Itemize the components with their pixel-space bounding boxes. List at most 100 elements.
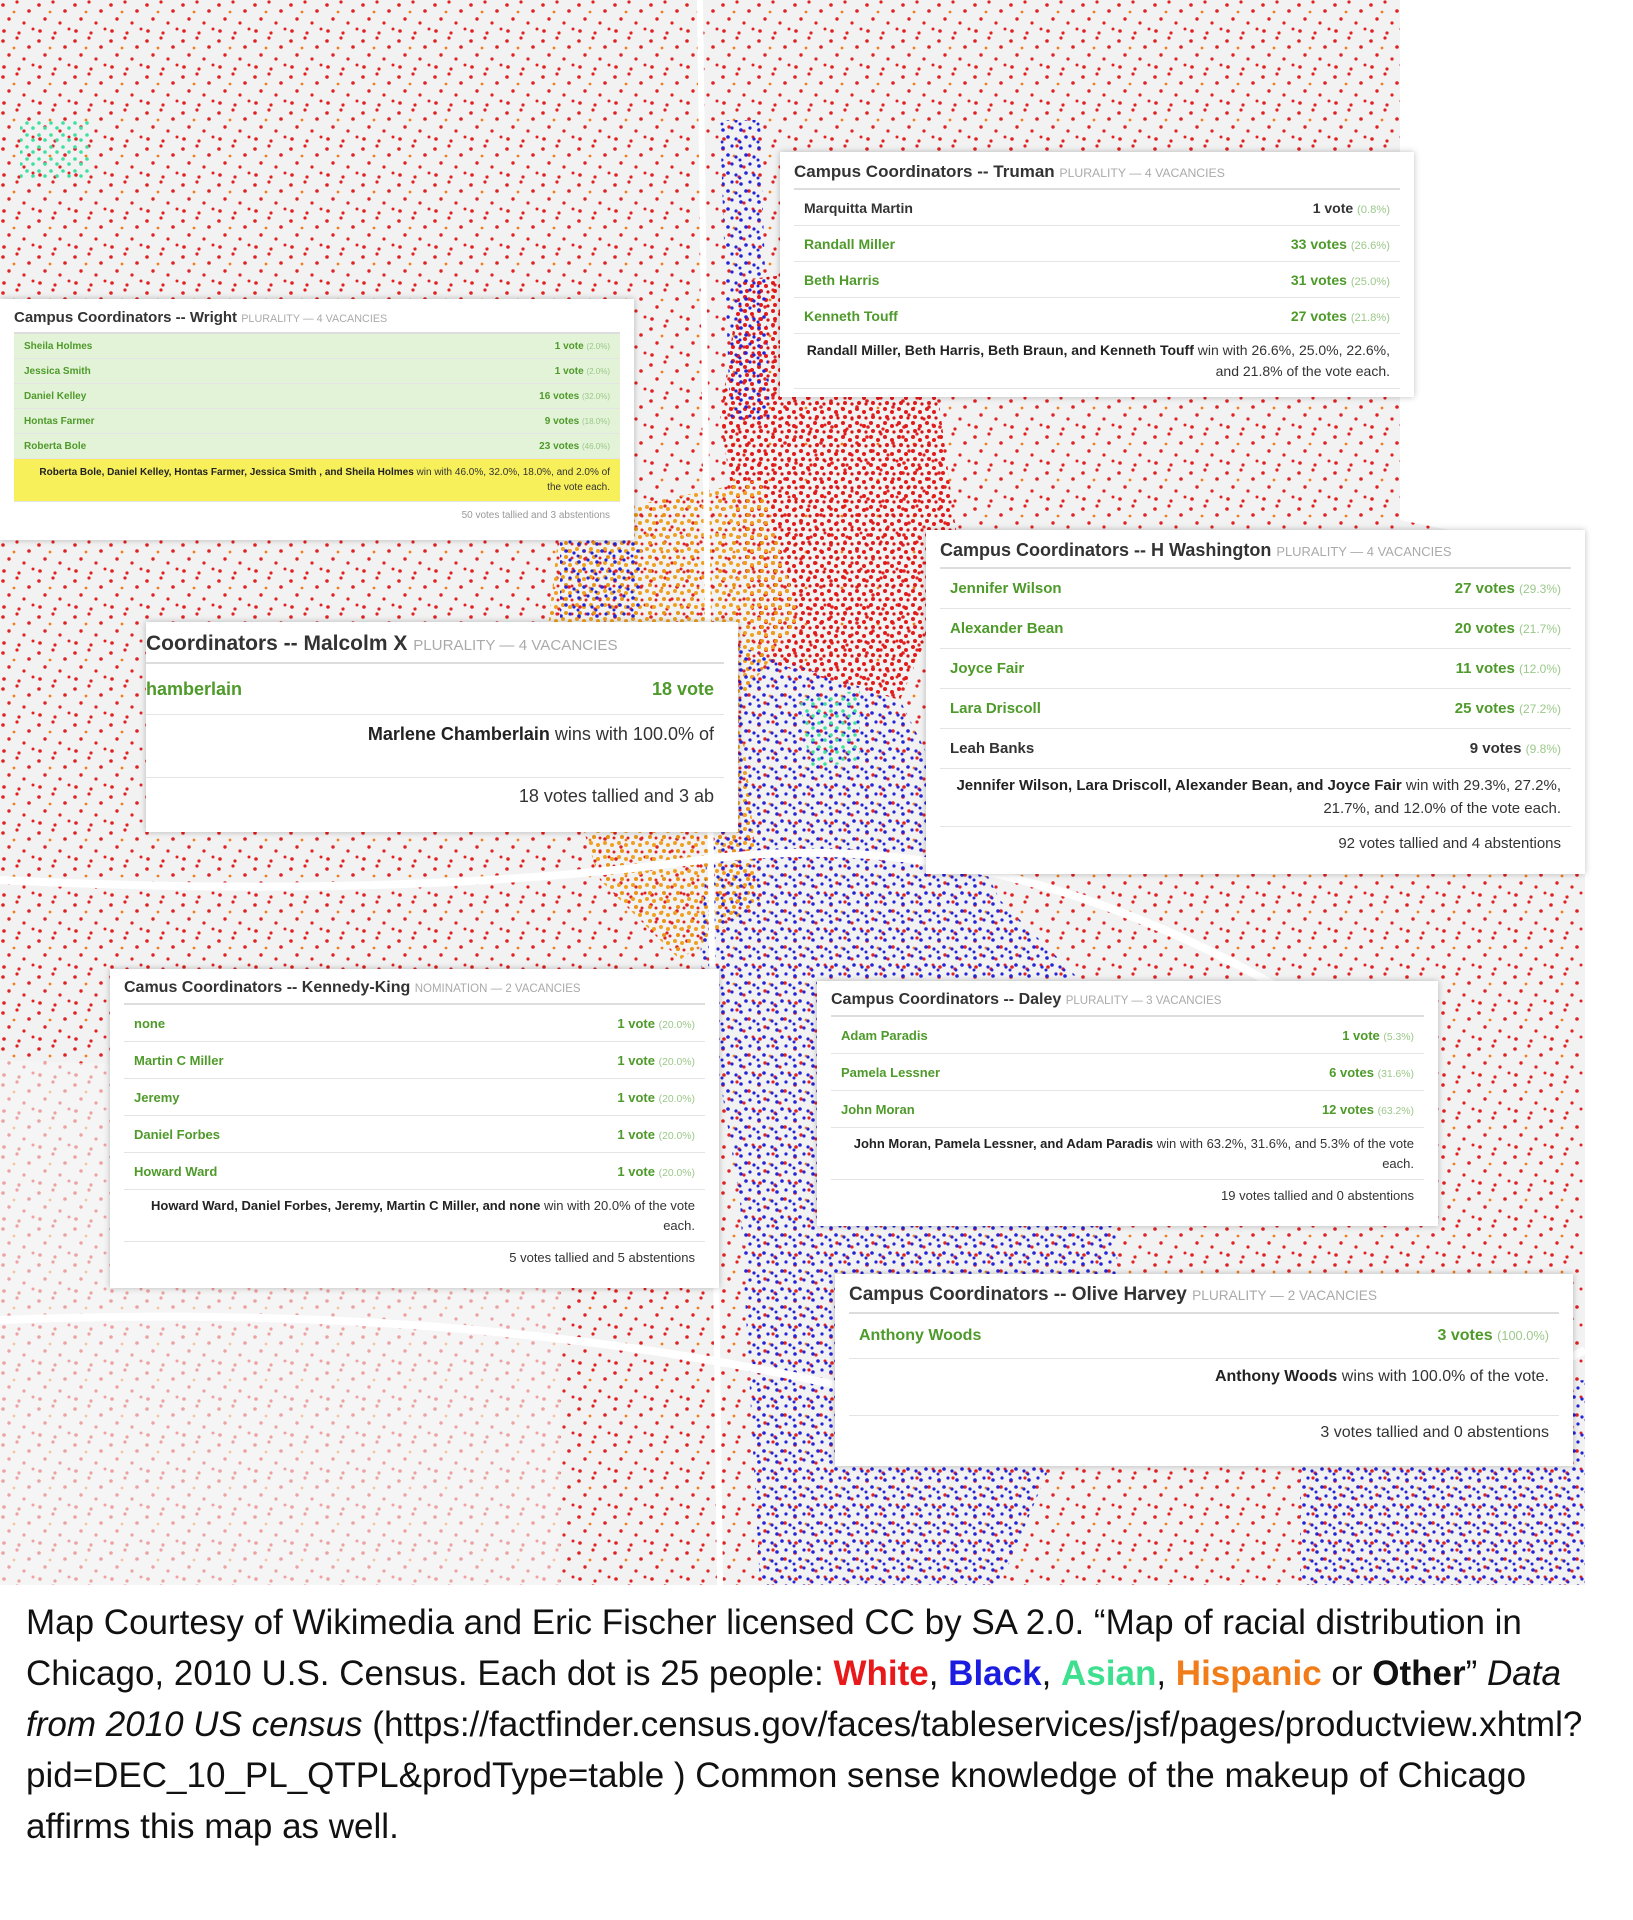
vote-percent: (29.3%) <box>1518 582 1561 596</box>
result-card: Campus Coordinators -- Wright PLURALITY … <box>0 299 634 541</box>
vote-percent: (63.2%) <box>1377 1105 1414 1117</box>
vote-count: 9 votes (9.8%) <box>1470 740 1561 757</box>
candidate-name: none <box>134 1015 166 1031</box>
card-title: Campus Coordinators -- Truman <box>794 162 1055 181</box>
candidate-name: Jennifer Wilson <box>950 580 1062 597</box>
votes: 1 vote <box>554 340 584 352</box>
card-header: Coordinators -- Malcolm X PLURALITY — 4 … <box>146 626 724 664</box>
vote-count: 1 vote (5.3%) <box>1342 1028 1414 1043</box>
candidate-row: Kenneth Touff 27 votes (21.8%) <box>794 298 1400 334</box>
caption-segment: (https://factfinder.census.gov/faces/tab… <box>26 1705 1583 1846</box>
vote-percent: (18.0%) <box>581 416 610 426</box>
candidate-row: Hontas Farmer 9 votes (18.0%) <box>14 409 620 434</box>
vote-percent: (9.8%) <box>1525 742 1561 756</box>
votes: 33 votes <box>1290 235 1347 252</box>
method: PLURALITY — 3 VACANCIES <box>1065 995 1222 1007</box>
winners: Jennifer Wilson, Lara Driscoll, Alexande… <box>956 777 1402 794</box>
caption-segment: White <box>833 1654 929 1693</box>
candidate-row: Jennifer Wilson 27 votes (29.3%) <box>940 569 1571 609</box>
candidate-name: Jessica Smith <box>24 365 91 377</box>
votes: 31 votes <box>1290 271 1347 288</box>
vote-count: 9 votes (18.0%) <box>545 416 610 427</box>
summary: Jennifer Wilson, Lara Driscoll, Alexande… <box>940 769 1571 827</box>
caption: Map Courtesy of Wikimedia and Eric Fisch… <box>26 1597 1586 1852</box>
caption-segment: Hispanic <box>1175 1654 1322 1693</box>
caption-segment: or <box>1321 1654 1373 1693</box>
candidate-name: Sheila Holmes <box>24 340 93 352</box>
caption-segment: Black <box>948 1654 1042 1693</box>
vote-count: 16 votes (32.0%) <box>539 391 610 402</box>
votes: 1 vote <box>1312 199 1354 216</box>
votes: 1 vote <box>554 365 584 377</box>
caption-segment: Asian <box>1061 1654 1157 1693</box>
caption-segment: Other <box>1372 1654 1466 1693</box>
candidate-row: Beth Harris 31 votes (25.0%) <box>794 262 1400 298</box>
candidate-row: hamberlain 18 vote <box>146 664 724 715</box>
summary: Roberta Bole, Daniel Kelley, Hontas Farm… <box>14 459 620 502</box>
vote-percent: (20.0%) <box>658 1130 695 1142</box>
candidate-row: Joyce Fair 11 votes (12.0%) <box>940 649 1571 689</box>
candidate-row: Roberta Bole 23 votes (46.0%) <box>14 434 620 459</box>
vote-percent: (46.0%) <box>581 441 610 451</box>
candidate-row: Jessica Smith 1 vote (2.0%) <box>14 359 620 384</box>
votes: 1 vote <box>617 1163 655 1179</box>
candidate-name: Randall Miller <box>804 235 896 252</box>
vote-percent: (25.0%) <box>1350 275 1390 288</box>
candidate-name: hamberlain <box>146 678 243 699</box>
vote-percent: (20.0%) <box>658 1093 695 1105</box>
vote-percent: (12.0%) <box>1518 662 1561 676</box>
candidate-row: Alexander Bean 20 votes (21.7%) <box>940 609 1571 649</box>
method: PLURALITY — 4 VACANCIES <box>1276 544 1452 559</box>
votes: 27 votes <box>1454 580 1515 597</box>
vote-count: 27 votes (29.3%) <box>1455 580 1561 597</box>
candidate-row: Lara Driscoll 25 votes (27.2%) <box>940 689 1571 729</box>
vote-count: 18 vote <box>652 679 714 700</box>
candidate-name: Alexander Bean <box>950 620 1064 637</box>
votes: 11 votes <box>1455 660 1515 677</box>
vote-count: 1 vote (2.0%) <box>555 341 610 352</box>
vote-percent: (21.8%) <box>1350 311 1390 324</box>
summary: Marlene Chamberlain wins with 100.0% of <box>146 715 724 778</box>
vote-count: 23 votes (46.0%) <box>539 441 610 452</box>
winners: Randall Miller, Beth Harris, Beth Braun,… <box>806 342 1194 358</box>
vote-count: 1 vote (20.0%) <box>617 1016 695 1031</box>
winners: Anthony Woods <box>1214 1368 1338 1385</box>
votes: 20 votes <box>1454 620 1515 637</box>
candidate-name: Howard Ward <box>134 1163 218 1179</box>
candidate-name: Leah Banks <box>950 740 1035 757</box>
method: PLURALITY — 4 VACANCIES <box>1059 166 1225 180</box>
method: PLURALITY — 2 VACANCIES <box>1192 1288 1378 1303</box>
result-card: Campus Coordinators -- Olive Harvey PLUR… <box>835 1274 1573 1467</box>
candidate-row: Adam Paradis 1 vote (5.3%) <box>831 1017 1424 1054</box>
candidate-name: Anthony Woods <box>859 1327 982 1344</box>
candidate-row: Pamela Lessner 6 votes (31.6%) <box>831 1054 1424 1091</box>
candidate-name: Beth Harris <box>804 271 880 288</box>
votes: 3 votes <box>1437 1327 1493 1344</box>
vote-count: 11 votes (12.0%) <box>1456 660 1561 677</box>
card-header: Campus Coordinators -- Daley PLURALITY —… <box>831 985 1424 1017</box>
vote-percent: (2.0%) <box>586 341 610 351</box>
candidate-name: Martin C Miller <box>134 1052 224 1068</box>
candidate-name: Kenneth Touff <box>804 307 898 324</box>
result-card: Campus Coordinators -- H Washington PLUR… <box>926 530 1585 875</box>
vote-percent: (21.7%) <box>1518 622 1561 636</box>
votes: 18 vote <box>651 678 714 699</box>
vote-percent: (20.0%) <box>658 1019 695 1031</box>
card-header: Campus Coordinators -- Truman PLURALITY … <box>794 156 1400 190</box>
card-title: Campus Coordinators -- Daley <box>831 991 1062 1008</box>
candidate-name: Jeremy <box>134 1089 180 1105</box>
caption-segment: ” <box>1465 1654 1488 1693</box>
vote-percent: (5.3%) <box>1383 1031 1414 1043</box>
candidate-row: Daniel Kelley 16 votes (32.0%) <box>14 384 620 409</box>
vote-percent: (20.0%) <box>658 1167 695 1179</box>
candidate-row: Howard Ward 1 vote (20.0%) <box>124 1153 705 1190</box>
result-card: Coordinators -- Malcolm X PLURALITY — 4 … <box>146 622 738 832</box>
candidate-name: Joyce Fair <box>950 660 1025 677</box>
candidate-name: Roberta Bole <box>24 440 87 452</box>
candidate-name: Daniel Kelley <box>24 390 87 402</box>
summary-text: wins with 100.0% of the vote. <box>1337 1368 1549 1385</box>
votes: 12 votes <box>1321 1101 1374 1117</box>
tally: 50 votes tallied and 3 abstentions <box>461 510 610 521</box>
votes: 1 vote <box>1342 1027 1380 1043</box>
winners: Howard Ward, Daniel Forbes, Jeremy, Mart… <box>150 1198 541 1213</box>
